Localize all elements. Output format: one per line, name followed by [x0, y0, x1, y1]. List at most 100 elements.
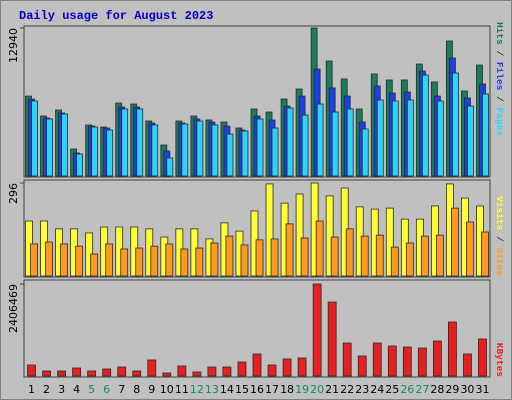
- bar: [75, 245, 84, 277]
- x-tick-label: 13: [205, 383, 219, 396]
- bar: [105, 243, 114, 277]
- bar: [222, 366, 232, 377]
- x-tick-label: 9: [148, 383, 155, 396]
- bar: [361, 128, 369, 177]
- bar: [375, 234, 384, 277]
- x-tick-label: 6: [103, 383, 110, 396]
- bar: [87, 370, 97, 377]
- bar: [387, 345, 397, 377]
- bar: [435, 234, 444, 277]
- bar: [301, 114, 309, 177]
- bar: [27, 364, 36, 377]
- x-tick-label: 18: [280, 383, 294, 396]
- bar: [452, 72, 459, 177]
- x-tick-label: 10: [160, 383, 174, 396]
- x-tick-label: 23: [355, 383, 369, 396]
- bar: [420, 235, 429, 277]
- y-tick-label: 12940: [7, 28, 20, 63]
- x-tick-label: 15: [235, 383, 249, 396]
- x-tick-label: 31: [475, 383, 489, 396]
- bar: [406, 99, 414, 177]
- bar: [402, 346, 412, 377]
- bar: [211, 124, 219, 177]
- bar: [147, 359, 157, 377]
- legend-entry: Pages: [494, 107, 505, 136]
- bar: [285, 223, 294, 277]
- bar: [451, 207, 459, 277]
- legend-entry: Hits: [494, 22, 505, 45]
- bar: [325, 195, 334, 277]
- bar: [31, 100, 38, 177]
- bar: [481, 231, 489, 277]
- bar: [177, 365, 187, 377]
- bar: [237, 361, 247, 377]
- x-tick-label: 26: [400, 383, 414, 396]
- bar: [225, 235, 234, 277]
- legend-separator: /: [494, 90, 505, 107]
- x-tick-label: 27: [415, 383, 429, 396]
- bar: [256, 118, 264, 177]
- bar: [466, 221, 474, 277]
- bar: [432, 340, 442, 377]
- x-tick-label: 20: [310, 383, 324, 396]
- bar: [297, 357, 307, 377]
- bar: [315, 220, 324, 277]
- x-tick-label: 22: [340, 383, 354, 396]
- bar: [255, 239, 264, 277]
- bar: [372, 342, 382, 377]
- bar: [226, 133, 234, 177]
- x-tick-label: 12: [190, 383, 204, 396]
- bar: [136, 108, 144, 177]
- bar: [195, 247, 204, 277]
- bar: [132, 370, 142, 377]
- legend-separator: /: [494, 45, 505, 62]
- x-tick-label: 28: [430, 383, 444, 396]
- bar: [391, 100, 399, 177]
- bar: [150, 245, 159, 277]
- bar: [286, 107, 294, 177]
- bar: [121, 108, 129, 177]
- chart-title: Daily usage for August 2023: [19, 9, 213, 23]
- bar: [181, 123, 189, 177]
- bar: [295, 193, 304, 277]
- bar: [385, 207, 394, 277]
- bar: [76, 153, 84, 177]
- x-tick-label: 11: [175, 383, 189, 396]
- bar: [448, 321, 457, 377]
- bar: [151, 124, 159, 177]
- bar: [106, 129, 114, 177]
- bar: [30, 243, 38, 277]
- bar: [60, 243, 68, 277]
- bar: [42, 370, 51, 377]
- bar: [207, 366, 217, 377]
- bar: [180, 248, 189, 277]
- bar: [117, 366, 127, 377]
- bar: [166, 157, 174, 177]
- bar: [196, 120, 204, 177]
- bar: [162, 372, 172, 377]
- bar: [46, 118, 53, 177]
- bar: [135, 247, 144, 277]
- bar: [327, 301, 337, 377]
- x-tick-label: 2: [43, 383, 50, 396]
- y-tick-label: 296: [7, 183, 20, 204]
- bar: [270, 238, 279, 277]
- bar: [241, 130, 249, 177]
- bar: [91, 126, 99, 177]
- x-tick-label: 29: [445, 383, 459, 396]
- legend: Visits / Sites: [494, 196, 505, 276]
- bar: [45, 241, 53, 277]
- x-tick-label: 24: [370, 383, 384, 396]
- x-tick-label: 4: [73, 383, 80, 396]
- x-tick-label: 5: [88, 383, 95, 396]
- x-tick-label: 3: [58, 383, 65, 396]
- x-tick-label: 19: [295, 383, 309, 396]
- bar: [463, 353, 472, 377]
- x-tick-label: 14: [220, 383, 234, 396]
- bar: [90, 253, 99, 277]
- bar: [316, 103, 324, 177]
- bar: [267, 364, 277, 377]
- x-tick-label: 21: [325, 383, 339, 396]
- bar: [357, 355, 367, 377]
- bar: [300, 237, 309, 277]
